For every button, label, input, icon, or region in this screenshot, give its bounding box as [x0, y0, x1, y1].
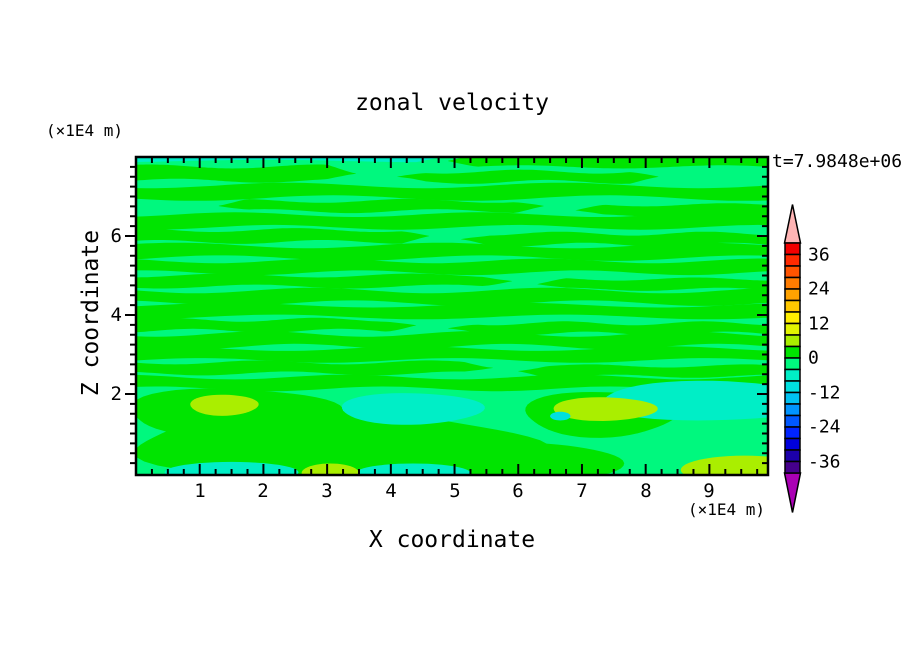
contour-blob-green — [136, 410, 552, 475]
contour-blob-turquoise — [164, 461, 299, 475]
colorbar-box — [784, 311, 801, 325]
contour-band-green — [518, 364, 768, 378]
colorbar-box — [784, 276, 801, 290]
z-tick-label: 6 — [110, 225, 122, 247]
colorbar-label: 36 — [808, 244, 830, 265]
colorbar-box — [784, 345, 801, 359]
colorbar-label: 24 — [808, 278, 830, 300]
colorbar-box — [784, 437, 801, 451]
contour-band-green — [136, 164, 356, 183]
colorbar-box — [784, 357, 801, 371]
time-label: t=7.9848e+06 — [772, 151, 903, 172]
contour-band-green — [136, 317, 417, 333]
contour-band-green — [136, 258, 768, 276]
colorbar-box — [784, 426, 801, 440]
colorbar-box — [784, 403, 801, 417]
colorbar-box — [784, 242, 801, 256]
colorbar-box — [784, 414, 801, 428]
contour-band-green — [136, 374, 768, 392]
contour-blob-chartreuse — [553, 397, 658, 421]
colorbar-label: -12 — [808, 382, 841, 403]
contour-band-green — [136, 331, 768, 350]
x-axis-title: X coordinate — [368, 527, 536, 553]
contour-band-green — [397, 169, 659, 184]
colorbar-label: -36 — [808, 451, 841, 472]
contour-band-green — [136, 360, 493, 376]
contour-blob-cyan — [550, 411, 571, 421]
colorbar-box — [784, 288, 801, 302]
colorbar-box — [784, 334, 801, 348]
contour-blob-chartreuse — [301, 463, 359, 475]
x-tick-label: 6 — [512, 480, 524, 502]
contour-band-green — [136, 228, 430, 244]
colorbar-box — [784, 368, 801, 382]
contour-band-green — [136, 273, 512, 289]
colorbar-box — [784, 253, 801, 267]
contour-band-green — [448, 157, 768, 169]
contour-band-green — [136, 242, 768, 261]
z-axis-unit-label: (×1E4 m) — [46, 121, 124, 140]
z-tick-label: 4 — [110, 304, 122, 326]
contour-band-green — [218, 198, 544, 214]
contour-band-turquoise — [136, 157, 442, 163]
colorbar-box — [784, 380, 801, 394]
x-tick-label: 2 — [257, 480, 269, 502]
contour-blob-chartreuse — [680, 455, 768, 475]
colorbar-arrow-bottom — [783, 472, 802, 513]
colorbar-label: -24 — [808, 416, 841, 438]
z-tick-label: 2 — [110, 383, 122, 405]
x-tick-label: 9 — [703, 480, 715, 502]
x-tick-label: 1 — [194, 480, 206, 502]
contour-band-green — [136, 182, 768, 201]
colorbar-label: 12 — [808, 313, 830, 334]
contour-band-green — [136, 212, 768, 230]
colorbar-box — [784, 460, 801, 474]
colorbar-box — [784, 322, 801, 336]
colorbar-box — [784, 449, 801, 463]
x-axis-unit-label: (×1E4 m) — [688, 500, 766, 519]
colorbar-arrow-top — [783, 204, 802, 244]
colorbar-box — [784, 391, 801, 405]
colorbar-box — [784, 265, 801, 279]
contour-band-green — [136, 302, 768, 320]
contour-band-green — [136, 346, 768, 363]
x-tick-label: 4 — [385, 480, 397, 502]
contour-blob-turquoise — [355, 463, 471, 475]
contour-blob-chartreuse — [190, 394, 259, 416]
contour-band-green — [136, 287, 768, 306]
x-tick-label: 7 — [576, 480, 588, 502]
contour-blob-turquoise — [341, 393, 485, 425]
x-tick-label: 5 — [449, 480, 461, 502]
colorbar-box — [784, 299, 801, 313]
x-tick-label: 3 — [321, 480, 333, 502]
contour-band-green — [537, 277, 768, 291]
x-tick-label: 8 — [640, 480, 652, 502]
plot-title: zonal velocity — [355, 90, 549, 116]
contour-field — [136, 157, 768, 475]
colorbar-label: 0 — [808, 347, 819, 369]
